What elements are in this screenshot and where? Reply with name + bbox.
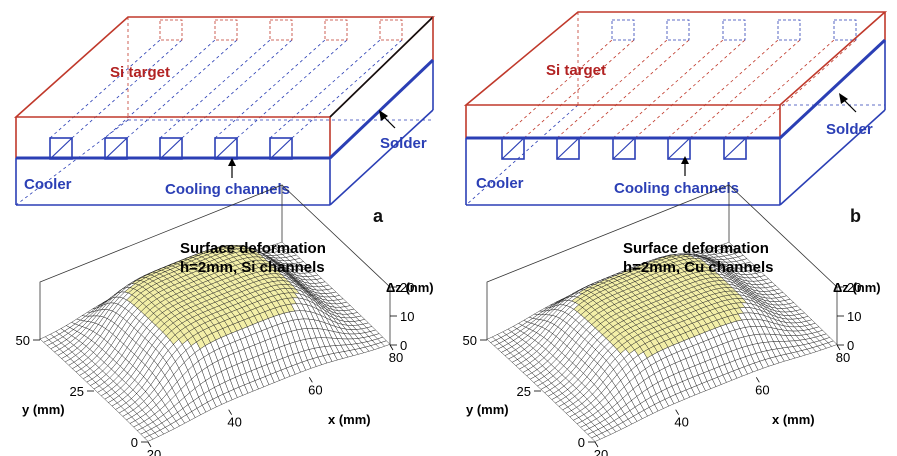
- y-tick-label: 25: [70, 384, 84, 399]
- target-label: Si target: [110, 64, 170, 81]
- cooler-label: Cooler: [476, 175, 524, 192]
- x-tick-label: 20: [147, 447, 161, 456]
- cooling-channel: [104, 137, 128, 160]
- z-tick-label: 20: [847, 280, 861, 295]
- x-tick-label: 60: [755, 382, 769, 397]
- solder-arrow: [379, 110, 396, 129]
- y-tick-label: 50: [463, 333, 477, 348]
- cooling-channel: [49, 137, 73, 160]
- cooling-channel: [667, 137, 691, 160]
- y-tick-label: 0: [578, 435, 585, 450]
- diagram-b: Si target Solder Cooler Cooling channels…: [463, 11, 888, 226]
- channels-arrow: [681, 156, 689, 176]
- diagram-a-edges: [13, 16, 435, 206]
- cooling-channels-label: Cooling channels: [165, 181, 290, 198]
- z-tick-label: 0: [847, 338, 854, 353]
- plot-b-surface-mesh: [486, 242, 838, 442]
- y-axis-label: y (mm): [466, 402, 509, 417]
- solder-arrow: [839, 93, 857, 113]
- cooling-channels-label: Cooling channels: [614, 180, 739, 197]
- plot-a-surface-mesh: [39, 241, 391, 442]
- z-tick-label: 10: [847, 309, 861, 324]
- diagram-b-hidden-lines: [465, 12, 885, 206]
- cooling-channel: [723, 137, 747, 160]
- plot-title-line1: Surface deformation: [623, 240, 769, 257]
- solder-label: Solder: [826, 121, 873, 138]
- target-label: Si target: [546, 62, 606, 79]
- plot-title-line2: h=2mm, Cu channels: [623, 259, 773, 276]
- channels-arrow: [228, 158, 236, 178]
- x-axis-label: x (mm): [328, 412, 371, 427]
- z-axis-label: Δz (nm): [386, 280, 434, 295]
- y-tick-label: 50: [16, 333, 30, 348]
- z-axis-label: Δz (nm): [833, 280, 881, 295]
- diagram-a: Si target Solder Cooler Cooling channels…: [13, 16, 435, 226]
- cooling-channel: [269, 137, 293, 160]
- x-tick-label: 40: [674, 415, 688, 430]
- x-tick-label: 80: [836, 350, 850, 365]
- diagram-a-hidden-lines: [15, 17, 433, 206]
- x-axis-label: x (mm): [772, 412, 815, 427]
- cooler-label: Cooler: [24, 176, 72, 193]
- diagram-b-front-channels: [501, 137, 747, 160]
- y-tick-label: 0: [131, 435, 138, 450]
- z-tick-label: 20: [400, 280, 414, 295]
- x-tick-label: 80: [389, 350, 403, 365]
- diagram-a-front-channels: [49, 137, 293, 160]
- plot-title-line2: h=2mm, Si channels: [180, 259, 325, 276]
- panel-label-a: a: [373, 206, 384, 226]
- x-tick-label: 60: [308, 382, 322, 397]
- x-tick-label: 40: [227, 415, 241, 430]
- y-tick-label: 25: [517, 384, 531, 399]
- x-tick-label: 20: [594, 447, 608, 456]
- cooling-channel: [556, 137, 580, 160]
- cooling-channel: [159, 137, 183, 160]
- cooling-channel: [214, 137, 238, 160]
- cooling-channel: [612, 137, 636, 160]
- z-tick-label: 10: [400, 309, 414, 324]
- solder-label: Solder: [380, 135, 427, 152]
- plot-title-line1: Surface deformation: [180, 240, 326, 257]
- panel-label-b: b: [850, 206, 861, 226]
- diagram-b-edges: [463, 11, 888, 206]
- cooling-channel: [501, 137, 525, 160]
- z-tick-label: 0: [400, 338, 407, 353]
- y-axis-label: y (mm): [22, 402, 65, 417]
